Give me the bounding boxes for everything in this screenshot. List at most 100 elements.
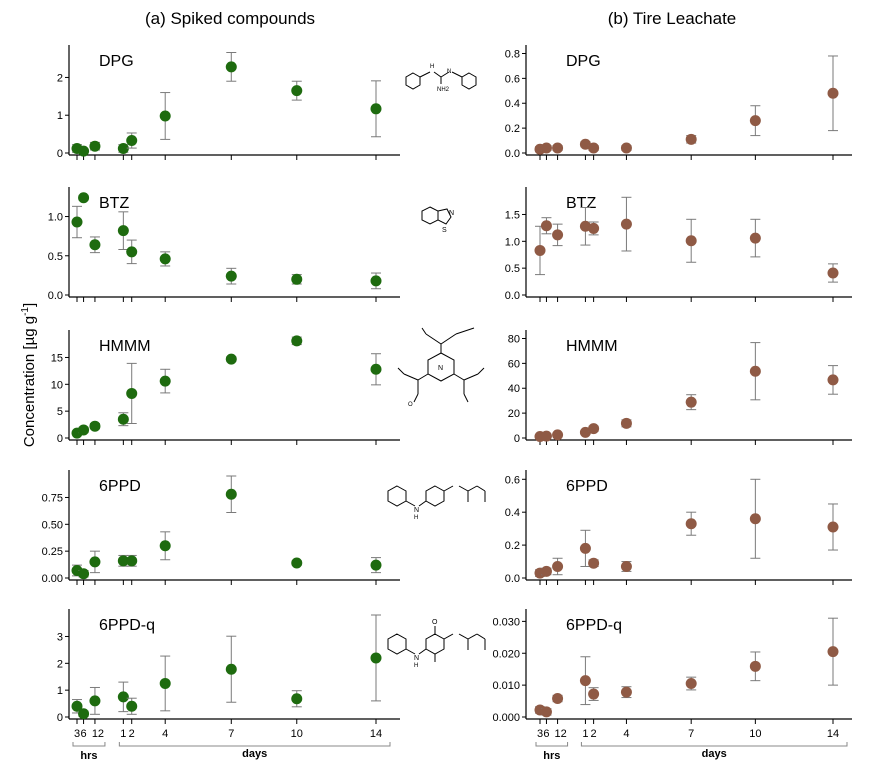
data-point <box>552 429 564 441</box>
hrs-bracket <box>72 742 106 747</box>
y-tick-label: 0 <box>57 148 63 160</box>
panels: 012DPG0.00.51.0BTZ051015HMMM0.000.250.50… <box>42 45 852 762</box>
6ppdq-atom-h: H <box>414 663 418 669</box>
y-tick-label: 1.5 <box>505 209 520 221</box>
x-axis-labels: 3 6 12 1 2 4 7 10 14 hrs days <box>535 728 848 762</box>
data-point <box>749 365 761 377</box>
data-point <box>827 267 839 279</box>
data-point <box>89 140 101 152</box>
y-tick-label: 0 <box>514 433 520 445</box>
panel-title: 6PPD-q <box>99 617 155 634</box>
y-tick-label: 60 <box>508 358 520 370</box>
data-point <box>620 218 632 230</box>
btz-atom-n: N <box>449 210 454 217</box>
data-point <box>588 222 600 234</box>
spiked-panel-1: 0.0 0.5 1.0 BTZ <box>48 187 400 302</box>
data-point <box>89 695 101 707</box>
data-point <box>827 87 839 99</box>
leachate-panel-3: 0.0 0.2 0.4 0.6 6PPD <box>505 470 852 585</box>
btz-structure-icon: N S <box>421 206 454 234</box>
x-tick-label-hrs: 3 <box>74 728 80 740</box>
data-point <box>78 568 90 580</box>
spiked-panel-0: 0 1 2 DPG <box>57 45 400 160</box>
data-point <box>225 61 237 73</box>
data-point <box>126 555 138 567</box>
data-point <box>540 430 552 442</box>
days-label: days <box>702 748 727 760</box>
y-tick-label: 0.0 <box>505 148 520 160</box>
data-point <box>117 691 129 703</box>
y-tick-label: 40 <box>508 383 520 395</box>
y-tick-label: 0.2 <box>505 123 520 135</box>
panel-title: DPG <box>566 53 601 70</box>
data-point <box>159 677 171 689</box>
x-tick-label-days: 14 <box>827 728 839 740</box>
data-point <box>749 660 761 672</box>
y-tick-label: 20 <box>508 408 520 420</box>
data-point <box>620 560 632 572</box>
y-tick-label: 0.50 <box>42 519 63 531</box>
data-point <box>89 239 101 251</box>
data-point <box>534 244 546 256</box>
data-point <box>552 560 564 572</box>
hrs-bracket <box>535 742 569 747</box>
x-tick-label-days: 4 <box>623 728 629 740</box>
data-point <box>370 559 382 571</box>
btz-atom-s: S <box>442 227 447 234</box>
data-point <box>579 426 591 438</box>
data-point <box>291 273 303 285</box>
6ppd-atom-n: N <box>414 507 419 514</box>
y-tick-label: 0.25 <box>42 546 63 558</box>
spiked-panel-2: 0 5 10 15 HMMM <box>51 330 400 445</box>
data-point <box>117 142 129 154</box>
y-tick-label: 0.0 <box>505 290 520 302</box>
data-point <box>71 700 83 712</box>
data-point <box>552 142 564 154</box>
leachate-panel-0: 0.0 0.2 0.4 0.6 0.8 DPG <box>505 45 852 160</box>
hrs-label: hrs <box>80 750 97 762</box>
hmmm-structure-icon: N O <box>397 327 485 408</box>
data-point <box>370 363 382 375</box>
data-point <box>78 708 90 720</box>
data-point <box>552 229 564 241</box>
hrs-label: hrs <box>543 750 560 762</box>
data-point <box>827 374 839 386</box>
x-tick-label-hrs: 12 <box>554 728 566 740</box>
y-tick-label: 0.010 <box>492 680 520 692</box>
data-point <box>540 706 552 718</box>
data-point <box>291 335 303 347</box>
data-point <box>117 225 129 237</box>
data-point <box>685 518 697 530</box>
data-point <box>126 387 138 399</box>
y-tick-label: 0.4 <box>505 507 520 519</box>
data-point <box>126 700 138 712</box>
data-point <box>159 253 171 265</box>
6ppd-structure-icon: N H <box>387 485 486 521</box>
data-point <box>579 675 591 687</box>
data-point <box>159 375 171 387</box>
data-point <box>126 246 138 258</box>
data-point <box>370 275 382 287</box>
y-tick-label: 1 <box>57 110 63 122</box>
6ppd-atom-h: H <box>414 515 418 521</box>
x-tick-label-days: 7 <box>688 728 694 740</box>
x-tick-label-hrs: 6 <box>543 728 549 740</box>
y-tick-label: 2 <box>57 72 63 84</box>
data-point <box>225 353 237 365</box>
data-point <box>685 133 697 145</box>
x-tick-label-days: 2 <box>591 728 597 740</box>
data-point <box>579 542 591 554</box>
data-point <box>89 556 101 568</box>
y-tick-label: 0.030 <box>492 616 520 628</box>
panel-title: DPG <box>99 53 134 70</box>
data-point <box>370 652 382 664</box>
spiked-panel-3: 0.00 0.25 0.50 0.75 6PPD <box>42 470 400 585</box>
data-point <box>620 417 632 429</box>
data-point <box>225 270 237 282</box>
days-bracket <box>580 742 848 747</box>
data-point <box>78 192 90 204</box>
data-point <box>291 693 303 705</box>
x-tick-label-days: 2 <box>129 728 135 740</box>
data-point <box>291 85 303 97</box>
